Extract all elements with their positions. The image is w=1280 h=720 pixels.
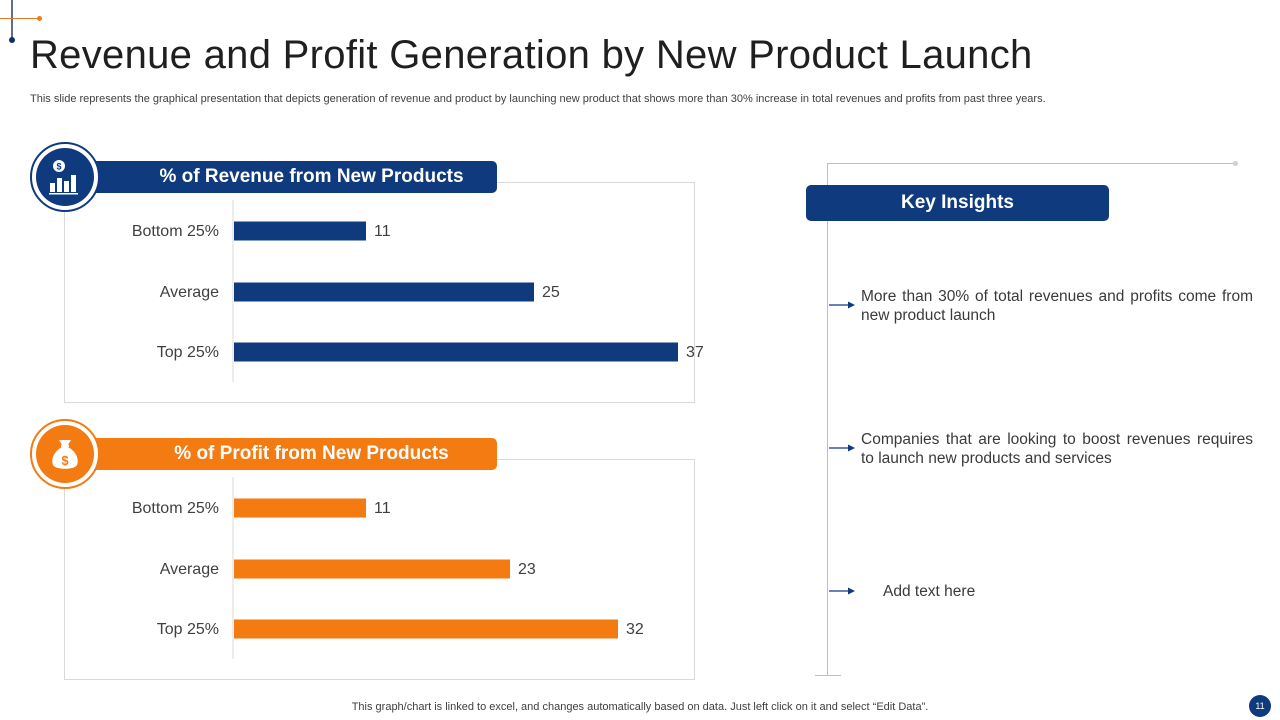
arrow-right-icon bbox=[829, 587, 855, 595]
category-label: Top 25% bbox=[157, 344, 219, 361]
profit-chart-title: % of Profit from New Products bbox=[96, 438, 497, 470]
profit-bar-chart[interactable]: Bottom 25% 11 Average 23 Top 25% 32 bbox=[64, 459, 695, 680]
revenue-chart-title: % of Revenue from New Products bbox=[96, 161, 497, 193]
category-label: Bottom 25% bbox=[132, 500, 219, 517]
svg-text:$: $ bbox=[56, 162, 61, 172]
insights-rule-dot bbox=[1233, 161, 1238, 166]
insights-vertical-rule bbox=[827, 164, 828, 676]
key-insights-title: Key Insights bbox=[806, 185, 1109, 221]
bar[interactable] bbox=[234, 342, 678, 362]
profit-icon-badge: $ bbox=[30, 419, 100, 489]
category-label: Average bbox=[160, 561, 219, 578]
arrow-right-icon bbox=[829, 444, 855, 452]
svg-text:$: $ bbox=[61, 453, 69, 468]
data-label: 11 bbox=[374, 500, 391, 517]
corner-accent-vertical bbox=[11, 0, 13, 38]
corner-accent-horizontal bbox=[0, 18, 40, 19]
data-label: 11 bbox=[374, 223, 391, 240]
corner-accent-dot bbox=[9, 37, 15, 43]
category-label: Average bbox=[160, 284, 219, 301]
data-label: 25 bbox=[542, 284, 560, 301]
bar[interactable] bbox=[234, 619, 618, 639]
insight-text[interactable]: Companies that are looking to boost reve… bbox=[861, 431, 1253, 467]
insight-text[interactable]: More than 30% of total revenues and prof… bbox=[861, 288, 1253, 324]
insights-top-rule bbox=[827, 163, 1235, 164]
insights-bottom-rule bbox=[815, 675, 841, 676]
data-label: 23 bbox=[518, 561, 536, 578]
arrow-right-icon bbox=[829, 301, 855, 309]
bar[interactable] bbox=[234, 221, 366, 241]
dollar-bar-chart-icon: $ bbox=[36, 148, 94, 206]
footnote: This graph/chart is linked to excel, and… bbox=[351, 701, 929, 713]
category-label: Top 25% bbox=[157, 621, 219, 638]
revenue-icon-badge: $ bbox=[30, 142, 100, 212]
bar[interactable] bbox=[234, 498, 366, 518]
data-label: 32 bbox=[626, 621, 644, 638]
money-bag-icon: $ bbox=[36, 425, 94, 483]
page-number: 11 bbox=[1249, 695, 1271, 717]
page-subtitle: This slide represents the graphical pres… bbox=[30, 93, 1046, 105]
data-label: 37 bbox=[686, 344, 704, 361]
revenue-bar-chart[interactable]: Bottom 25% 11 Average 25 Top 25% 37 bbox=[64, 182, 704, 403]
page-title: Revenue and Profit Generation by New Pro… bbox=[30, 33, 1033, 77]
corner-accent-orange-dot bbox=[37, 16, 42, 21]
insight-placeholder-text[interactable]: Add text here bbox=[883, 583, 976, 600]
category-label: Bottom 25% bbox=[132, 223, 219, 240]
bar[interactable] bbox=[234, 559, 510, 579]
bar[interactable] bbox=[234, 282, 534, 302]
